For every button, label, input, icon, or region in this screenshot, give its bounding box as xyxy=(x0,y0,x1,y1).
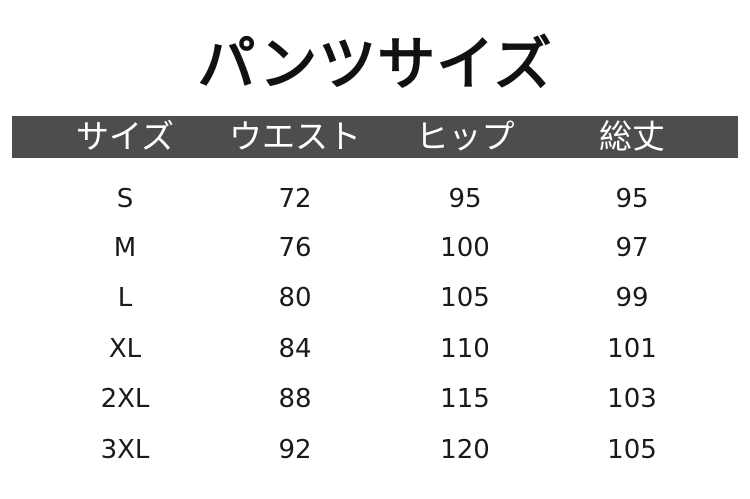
table-cell: 101 xyxy=(607,334,657,364)
table-cell: 3XL xyxy=(100,435,150,465)
table-cell: 76 xyxy=(278,233,312,263)
column-header: ヒップ xyxy=(415,117,515,156)
table-cell: 115 xyxy=(440,384,490,414)
page-title: パンツサイズ xyxy=(197,30,553,98)
table-header: サイズ ウエスト ヒップ 総丈 xyxy=(12,116,738,158)
table-cell: 95 xyxy=(448,184,482,214)
table-cell: 80 xyxy=(278,283,312,313)
column-header: 総丈 xyxy=(599,117,665,156)
table-cell: 120 xyxy=(440,435,490,465)
table-cell: M xyxy=(113,233,137,263)
table-cell: 97 xyxy=(615,233,649,263)
table-cell: 110 xyxy=(440,334,490,364)
table-cell: 103 xyxy=(607,384,657,414)
table-cell: 88 xyxy=(278,384,312,414)
table-cell: L xyxy=(117,283,133,313)
table-cell: 105 xyxy=(607,435,657,465)
table-cell: 84 xyxy=(278,334,312,364)
table-cell: 72 xyxy=(278,184,312,214)
column-header: サイズ xyxy=(75,117,174,156)
table-cell: 105 xyxy=(440,283,490,313)
table-cell: 2XL xyxy=(100,384,150,414)
table-cell: 95 xyxy=(615,184,649,214)
table-cell: 92 xyxy=(278,435,312,465)
column-header: ウエスト xyxy=(229,117,361,156)
table-cell: XL xyxy=(108,334,142,364)
table-cell: S xyxy=(116,184,134,214)
table-cell: 100 xyxy=(440,233,490,263)
table-cell: 99 xyxy=(615,283,649,313)
